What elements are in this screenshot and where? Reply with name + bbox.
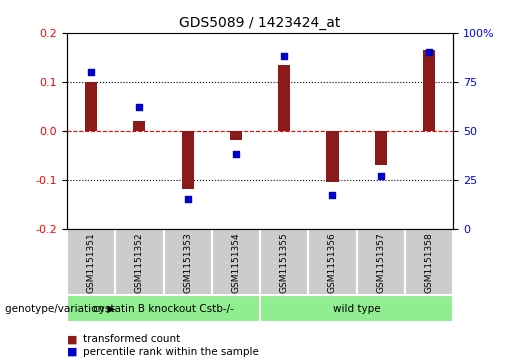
Point bbox=[329, 192, 337, 198]
Bar bbox=[133, 121, 145, 131]
Bar bbox=[423, 50, 435, 131]
Point bbox=[183, 196, 192, 202]
Title: GDS5089 / 1423424_at: GDS5089 / 1423424_at bbox=[179, 16, 341, 30]
Text: percentile rank within the sample: percentile rank within the sample bbox=[83, 347, 260, 357]
Text: GSM1151355: GSM1151355 bbox=[280, 232, 289, 293]
Text: GSM1151356: GSM1151356 bbox=[328, 232, 337, 293]
Point bbox=[280, 53, 288, 59]
Bar bbox=[278, 65, 290, 131]
Bar bbox=[375, 131, 387, 165]
Text: genotype/variation ▶: genotype/variation ▶ bbox=[5, 303, 115, 314]
Text: transformed count: transformed count bbox=[83, 334, 181, 344]
Text: cystatin B knockout Cstb-/-: cystatin B knockout Cstb-/- bbox=[93, 303, 234, 314]
Point bbox=[87, 69, 95, 75]
Point bbox=[376, 173, 385, 179]
Text: ■: ■ bbox=[67, 334, 77, 344]
Point bbox=[425, 49, 433, 55]
Bar bbox=[260, 295, 453, 322]
Text: GSM1151357: GSM1151357 bbox=[376, 232, 385, 293]
Bar bbox=[67, 295, 260, 322]
Bar bbox=[85, 82, 97, 131]
Text: GSM1151353: GSM1151353 bbox=[183, 232, 192, 293]
Point bbox=[232, 151, 240, 157]
Text: GSM1151352: GSM1151352 bbox=[135, 232, 144, 293]
Bar bbox=[230, 131, 242, 140]
Text: wild type: wild type bbox=[333, 303, 381, 314]
Text: ■: ■ bbox=[67, 347, 77, 357]
Text: GSM1151358: GSM1151358 bbox=[424, 232, 434, 293]
Text: GSM1151354: GSM1151354 bbox=[231, 232, 241, 293]
Bar bbox=[327, 131, 338, 182]
Bar bbox=[182, 131, 194, 189]
Text: GSM1151351: GSM1151351 bbox=[87, 232, 96, 293]
Point bbox=[135, 104, 144, 110]
